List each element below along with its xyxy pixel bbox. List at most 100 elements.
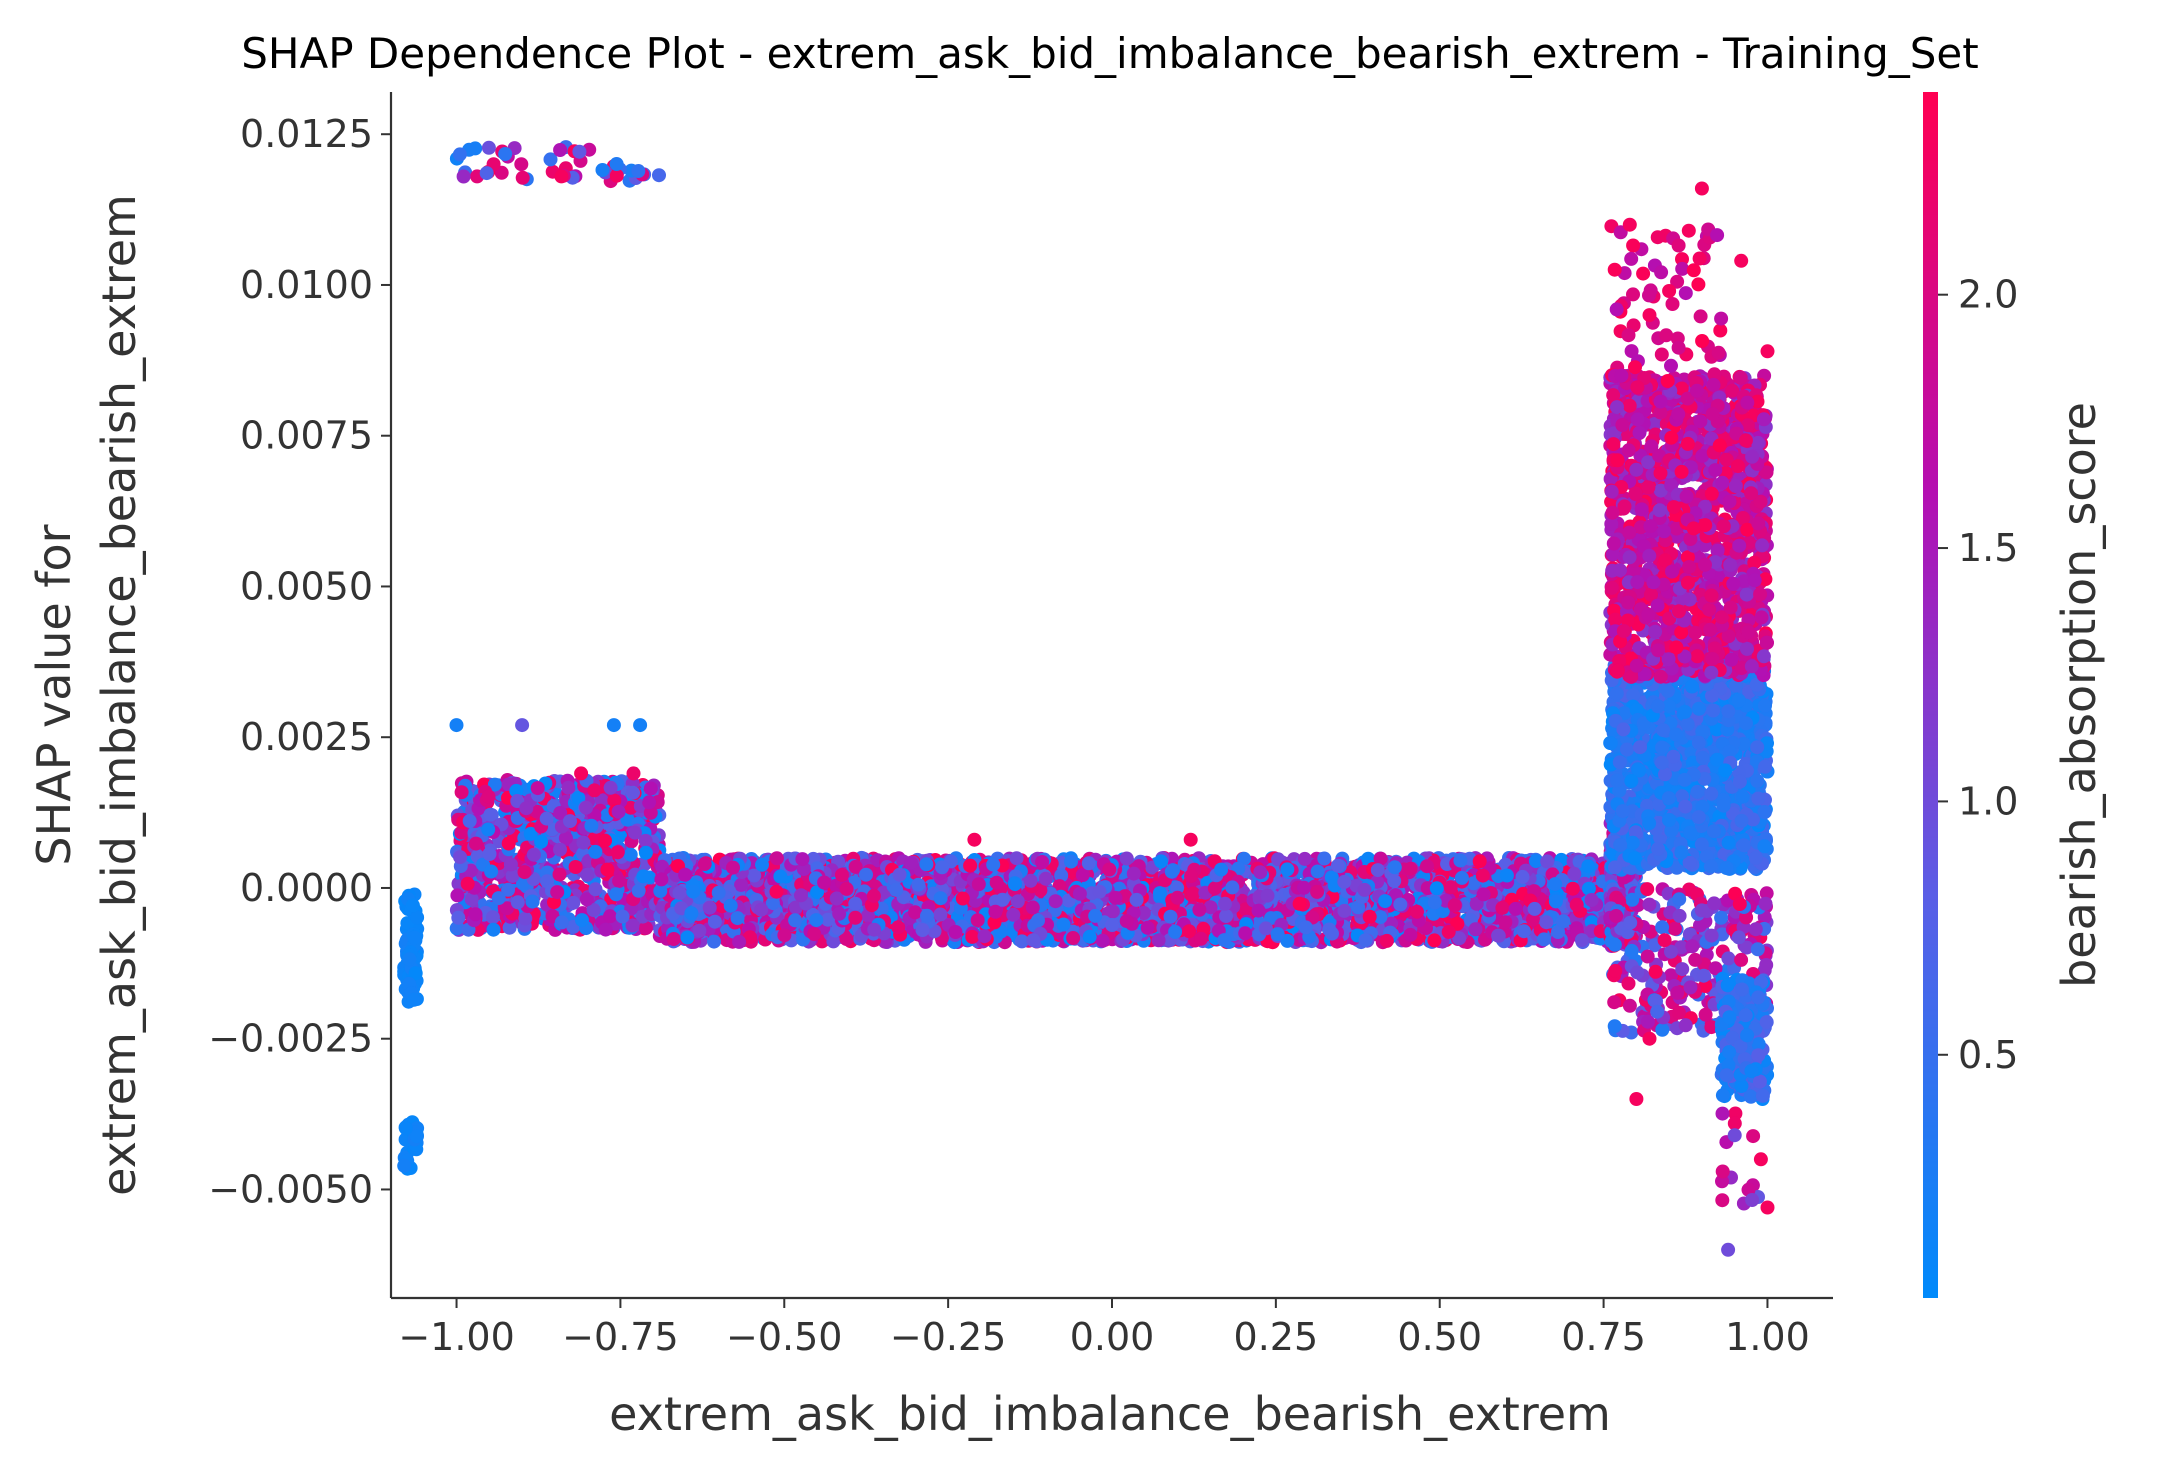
scatter-point: [1539, 915, 1554, 930]
scatter-point: [451, 910, 466, 925]
scatter-point: [1476, 887, 1491, 902]
scatter-point: [598, 922, 613, 937]
scatter-point: [773, 869, 788, 884]
scatter-point: [769, 851, 784, 866]
scatter-point: [1170, 890, 1185, 905]
scatter-point: [586, 903, 601, 917]
scatter-point: [1184, 869, 1199, 884]
scatter-point: [598, 833, 612, 848]
scatter-point: [892, 867, 907, 882]
scatter-point: [1194, 931, 1208, 946]
scatter-point: [603, 780, 618, 795]
scatter-point: [460, 876, 475, 891]
scatter-point: [908, 905, 923, 920]
scatter-point: [988, 904, 1003, 919]
scatter-point: [1378, 894, 1393, 909]
scatter-point: [1192, 902, 1207, 917]
scatter-point: [568, 860, 583, 874]
scatter-point: [809, 913, 824, 928]
scatter-point: [408, 966, 423, 981]
scatter-point: [1217, 933, 1232, 948]
scatter-point: [1527, 901, 1542, 916]
scatter-point: [1010, 894, 1025, 909]
scatter-point: [1499, 868, 1514, 883]
scatter-point: [1238, 926, 1253, 941]
scatter-point: [948, 925, 963, 939]
scatter-point: [1119, 914, 1134, 929]
scatter-point: [1225, 880, 1240, 895]
scatter-point: [989, 875, 1004, 890]
scatter-point: [566, 895, 581, 910]
scatter-point: [848, 910, 863, 925]
scatter-point: [1498, 915, 1513, 930]
scatter-point: [1102, 862, 1117, 877]
scatter-point: [579, 800, 594, 815]
scatter-point: [1475, 868, 1490, 883]
scatter-point: [552, 867, 567, 882]
scatter-point: [410, 910, 425, 925]
scatter-point: [1330, 858, 1345, 873]
scatter-point: [1163, 909, 1178, 924]
scatter-point: [711, 885, 726, 900]
scatter-point: [500, 901, 515, 916]
scatter-point: [553, 842, 567, 857]
scatter-point: [1105, 904, 1120, 919]
scatter-point: [609, 168, 624, 183]
scatter-point: [692, 923, 707, 938]
scatter-point: [1297, 880, 1311, 895]
scatter-point: [1357, 882, 1372, 897]
scatter-point: [1207, 881, 1222, 896]
scatter-point: [1427, 895, 1442, 910]
scatter-point: [516, 876, 530, 891]
scatter-point: [579, 892, 594, 907]
scatter-point: [525, 894, 540, 909]
scatter-point: [1168, 924, 1183, 939]
scatter-point: [643, 781, 658, 796]
scatter-point: [935, 860, 950, 875]
scatter-point: [1379, 933, 1394, 948]
scatter-point: [1548, 877, 1563, 892]
scatter-point: [464, 892, 479, 907]
scatter-point: [453, 850, 468, 865]
scatter-point: [1218, 896, 1232, 911]
scatter-point: [889, 882, 904, 897]
scatter-point: [911, 877, 926, 892]
scatter-point: [609, 887, 624, 902]
scatter-point: [498, 147, 513, 161]
scatter-point: [1088, 908, 1103, 923]
scatter-point: [610, 845, 625, 860]
scatter-point: [1325, 926, 1339, 941]
scatter-point: [1453, 853, 1468, 868]
scatter-point: [920, 908, 934, 923]
scatter-point: [702, 900, 717, 915]
scatter-point: [794, 888, 808, 903]
scatter-point: [558, 831, 573, 846]
scatter-point: [510, 895, 525, 910]
scatter-point: [1056, 917, 1071, 932]
scatter-point: [501, 882, 516, 897]
scatter-point: [1025, 900, 1040, 915]
scatter-point: [584, 818, 599, 833]
scatter-point: [501, 836, 516, 851]
scatter-point: [398, 1121, 413, 1136]
scatter-point: [1140, 920, 1155, 935]
scatter-point: [550, 885, 565, 900]
scatter-point: [832, 906, 847, 921]
scatter-point: [638, 845, 653, 860]
scatter-point: [1006, 907, 1021, 922]
scatter-point: [1092, 884, 1107, 899]
scatter-point: [970, 913, 985, 928]
scatter-point: [732, 934, 747, 949]
scatter-point: [491, 891, 506, 906]
scatter-point: [1556, 914, 1571, 929]
scatter-point: [486, 922, 501, 937]
scatter-point: [534, 834, 549, 849]
scatter-point: [554, 915, 569, 930]
scatter-point: [1038, 871, 1053, 886]
scatter-point: [1454, 870, 1469, 885]
scatter-point: [1337, 903, 1352, 918]
scatter-point: [626, 785, 640, 800]
scatter-point: [686, 884, 701, 899]
scatter-point: [481, 140, 496, 155]
